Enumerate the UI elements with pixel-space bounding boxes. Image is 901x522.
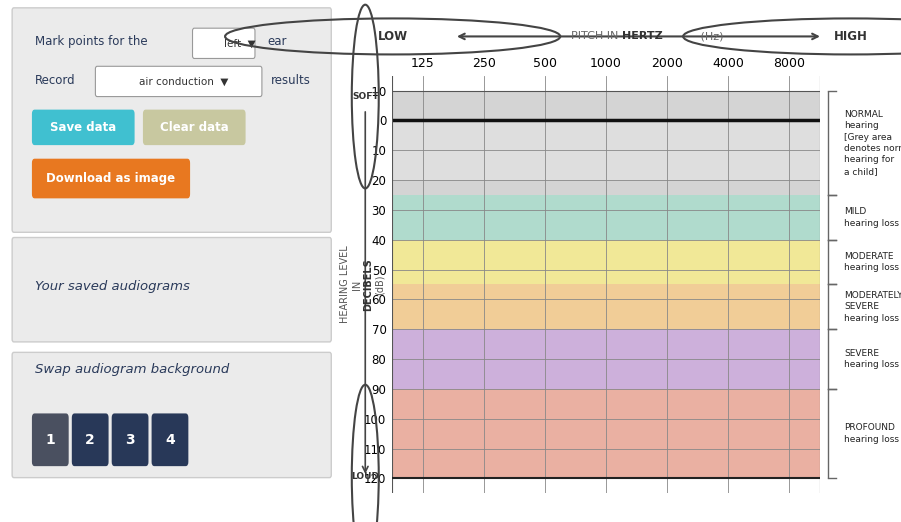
- Text: Swap audiogram background: Swap audiogram background: [34, 363, 229, 375]
- Text: MODERATE
hearing loss: MODERATE hearing loss: [844, 252, 899, 272]
- Text: LOW: LOW: [378, 30, 408, 43]
- FancyBboxPatch shape: [12, 238, 332, 342]
- FancyBboxPatch shape: [143, 110, 246, 145]
- FancyBboxPatch shape: [12, 8, 332, 232]
- Text: ear: ear: [267, 35, 287, 48]
- Text: DECIBELS: DECIBELS: [363, 258, 373, 311]
- Text: Clear data: Clear data: [159, 121, 229, 134]
- Text: SOFT: SOFT: [352, 92, 378, 101]
- Text: Your saved audiograms: Your saved audiograms: [34, 280, 189, 292]
- Text: Download as image: Download as image: [47, 172, 176, 185]
- Bar: [392, 389, 820, 478]
- Bar: [392, 329, 820, 389]
- Text: PITCH IN: PITCH IN: [571, 31, 622, 41]
- Bar: [392, 195, 820, 240]
- Text: PROFOUND
hearing loss: PROFOUND hearing loss: [844, 423, 899, 444]
- Text: 3: 3: [125, 433, 135, 447]
- Text: 2: 2: [86, 433, 96, 447]
- Text: MODERATELY
SEVERE
hearing loss: MODERATELY SEVERE hearing loss: [844, 291, 901, 323]
- Bar: [392, 240, 820, 284]
- FancyBboxPatch shape: [96, 66, 262, 97]
- Text: left  ▼: left ▼: [223, 38, 255, 49]
- Text: NORMAL
hearing
[Grey area
denotes normal
hearing for
a child]: NORMAL hearing [Grey area denotes normal…: [844, 110, 901, 176]
- FancyBboxPatch shape: [32, 159, 190, 198]
- Text: LOUD: LOUD: [351, 472, 379, 481]
- Text: (Hz): (Hz): [697, 31, 724, 41]
- Text: air conduction  ▼: air conduction ▼: [139, 76, 228, 87]
- FancyBboxPatch shape: [112, 413, 149, 466]
- Text: HERTZ: HERTZ: [622, 31, 662, 41]
- Bar: [392, 121, 820, 180]
- FancyBboxPatch shape: [72, 413, 109, 466]
- FancyBboxPatch shape: [193, 28, 255, 58]
- Text: HEARING LEVEL: HEARING LEVEL: [340, 246, 350, 323]
- FancyBboxPatch shape: [12, 352, 332, 478]
- Bar: [392, 284, 820, 329]
- Text: MILD
hearing loss: MILD hearing loss: [844, 207, 899, 228]
- Text: Mark points for the: Mark points for the: [34, 35, 148, 48]
- Text: results: results: [270, 75, 311, 87]
- Bar: [392, 91, 820, 195]
- Text: 1: 1: [45, 433, 55, 447]
- Text: 4: 4: [165, 433, 175, 447]
- FancyBboxPatch shape: [151, 413, 188, 466]
- Text: IN: IN: [352, 279, 362, 290]
- FancyBboxPatch shape: [32, 413, 68, 466]
- Text: Record: Record: [34, 75, 76, 87]
- Text: (dB): (dB): [374, 274, 385, 295]
- Text: HIGH: HIGH: [833, 30, 868, 43]
- Text: SEVERE
hearing loss: SEVERE hearing loss: [844, 349, 899, 369]
- Text: Save data: Save data: [50, 121, 116, 134]
- FancyBboxPatch shape: [32, 110, 134, 145]
